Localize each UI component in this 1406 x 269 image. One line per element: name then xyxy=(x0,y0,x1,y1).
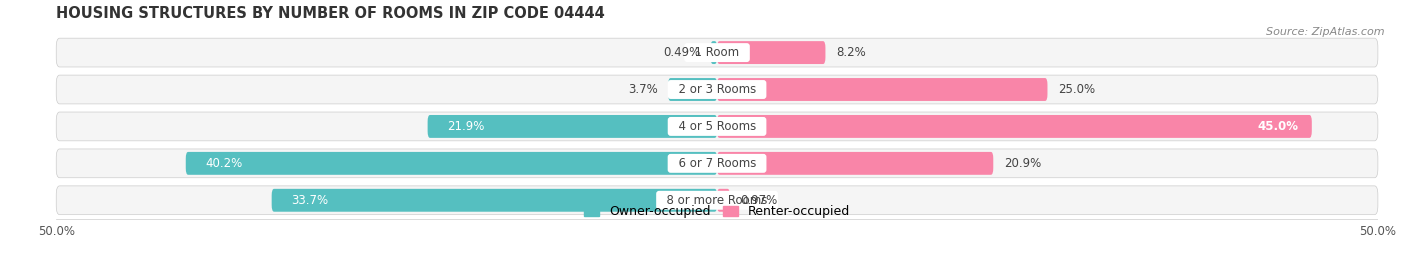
Text: 0.49%: 0.49% xyxy=(662,46,700,59)
Text: 8.2%: 8.2% xyxy=(837,46,866,59)
Text: 40.2%: 40.2% xyxy=(205,157,243,170)
Text: 21.9%: 21.9% xyxy=(447,120,485,133)
FancyBboxPatch shape xyxy=(56,112,1378,141)
FancyBboxPatch shape xyxy=(427,115,717,138)
FancyBboxPatch shape xyxy=(271,189,717,212)
FancyBboxPatch shape xyxy=(56,38,1378,67)
FancyBboxPatch shape xyxy=(717,189,730,212)
Text: 3.7%: 3.7% xyxy=(628,83,658,96)
FancyBboxPatch shape xyxy=(56,186,1378,215)
Legend: Owner-occupied, Renter-occupied: Owner-occupied, Renter-occupied xyxy=(583,205,851,218)
Text: 45.0%: 45.0% xyxy=(1257,120,1299,133)
Text: Source: ZipAtlas.com: Source: ZipAtlas.com xyxy=(1267,27,1385,37)
FancyBboxPatch shape xyxy=(668,78,717,101)
Text: 6 or 7 Rooms: 6 or 7 Rooms xyxy=(671,157,763,170)
FancyBboxPatch shape xyxy=(186,152,717,175)
Text: 2 or 3 Rooms: 2 or 3 Rooms xyxy=(671,83,763,96)
FancyBboxPatch shape xyxy=(717,78,1047,101)
Text: 0.97%: 0.97% xyxy=(741,194,778,207)
Text: HOUSING STRUCTURES BY NUMBER OF ROOMS IN ZIP CODE 04444: HOUSING STRUCTURES BY NUMBER OF ROOMS IN… xyxy=(56,6,605,22)
FancyBboxPatch shape xyxy=(717,152,993,175)
FancyBboxPatch shape xyxy=(710,41,717,64)
Text: 8 or more Rooms: 8 or more Rooms xyxy=(659,194,775,207)
FancyBboxPatch shape xyxy=(56,75,1378,104)
Text: 20.9%: 20.9% xyxy=(1004,157,1040,170)
Text: 1 Room: 1 Room xyxy=(688,46,747,59)
FancyBboxPatch shape xyxy=(56,149,1378,178)
Text: 4 or 5 Rooms: 4 or 5 Rooms xyxy=(671,120,763,133)
FancyBboxPatch shape xyxy=(717,41,825,64)
FancyBboxPatch shape xyxy=(717,115,1312,138)
Text: 25.0%: 25.0% xyxy=(1059,83,1095,96)
Text: 33.7%: 33.7% xyxy=(291,194,329,207)
